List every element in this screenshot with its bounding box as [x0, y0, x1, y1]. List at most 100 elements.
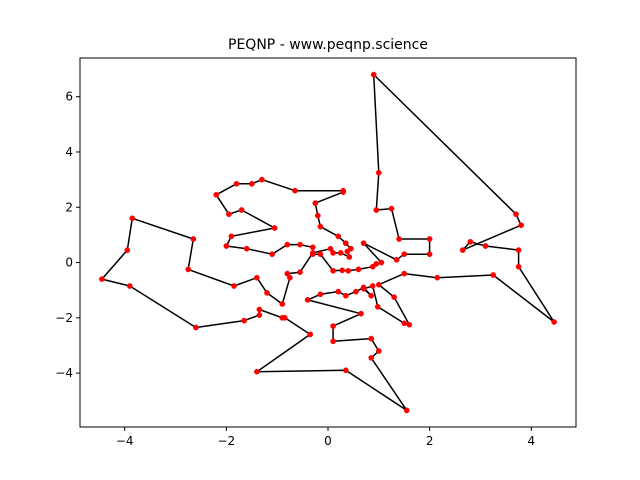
data-point: [482, 243, 489, 249]
data-point: [375, 281, 382, 288]
x-tick-label: 2: [426, 434, 434, 448]
data-point: [403, 407, 410, 414]
data-point: [304, 297, 311, 303]
y-tick-label: −2: [55, 311, 73, 325]
x-tick-label: −2: [218, 434, 236, 448]
data-point: [342, 367, 349, 374]
chart-title: PEQNP - www.peqnp.science: [228, 37, 428, 53]
data-point: [259, 176, 265, 183]
data-point: [373, 207, 380, 213]
data-point: [126, 283, 133, 289]
data-point: [124, 247, 131, 253]
data-point: [518, 222, 524, 229]
data-point: [346, 254, 353, 260]
data-point: [233, 180, 240, 187]
data-point: [231, 283, 237, 289]
data-point: [279, 301, 286, 307]
data-point: [228, 233, 235, 240]
data-point: [312, 200, 319, 206]
data-point: [292, 187, 298, 194]
data-point: [368, 292, 375, 299]
data-point: [467, 238, 474, 245]
data-point: [330, 338, 336, 345]
data-point: [309, 250, 316, 256]
data-point: [368, 355, 375, 361]
data-point: [190, 236, 197, 242]
data-point: [375, 348, 382, 354]
data-point: [241, 317, 247, 324]
data-point: [401, 320, 408, 327]
data-point: [337, 250, 344, 256]
data-point: [330, 267, 336, 274]
y-tick-label: 4: [65, 145, 73, 159]
data-point: [284, 241, 291, 248]
data-point: [490, 272, 497, 278]
data-point: [401, 270, 408, 277]
data-point: [396, 236, 402, 242]
y-tick-label: 0: [65, 256, 73, 270]
axes: −4 −2 0 2 4 −4 −2 0 2 4 6: [55, 57, 577, 448]
data-point: [378, 259, 385, 266]
y-tick-label: 6: [65, 90, 73, 104]
data-point: [459, 247, 466, 253]
data-point: [353, 288, 359, 295]
data-point: [375, 169, 382, 176]
data-point: [243, 245, 250, 252]
data-point: [374, 303, 381, 310]
data-point: [330, 250, 336, 256]
data-point: [99, 276, 105, 282]
data-point: [297, 241, 303, 248]
data-point: [256, 312, 263, 318]
data-point: [238, 207, 245, 213]
data-point: [342, 292, 349, 299]
data-point: [193, 324, 199, 331]
data-point: [335, 233, 342, 240]
data-point: [369, 263, 376, 270]
data-point: [360, 240, 367, 247]
data-point: [248, 180, 255, 187]
data-point: [330, 323, 336, 329]
data-point: [551, 319, 557, 325]
y-tick-label: −4: [55, 366, 73, 380]
data-point: [515, 263, 522, 270]
data-point: [360, 285, 367, 292]
data-point: [391, 294, 397, 300]
data-point: [284, 270, 291, 277]
data-point: [254, 368, 260, 375]
data-point: [317, 251, 324, 258]
data-point: [370, 71, 377, 78]
data-point: [355, 266, 362, 273]
data-point: [129, 215, 136, 222]
data-point: [317, 291, 324, 298]
data-point: [342, 240, 349, 247]
data-point: [340, 189, 347, 195]
x-tick-label: 0: [324, 434, 332, 448]
tour-line: [101, 73, 555, 412]
data-point: [317, 223, 324, 230]
data-point: [513, 211, 519, 218]
x-tick-label: 4: [527, 434, 535, 448]
data-point: [339, 267, 346, 274]
data-point: [434, 274, 441, 281]
data-point: [401, 251, 408, 258]
data-point: [223, 243, 230, 249]
data-point: [426, 251, 433, 258]
data-point: [271, 225, 278, 231]
data-point: [393, 256, 400, 263]
data-point: [368, 335, 375, 342]
data-point: [213, 191, 220, 198]
data-points: [99, 71, 557, 414]
data-point: [269, 251, 275, 258]
plot-frame: [79, 57, 577, 428]
data-point: [369, 283, 376, 289]
data-point: [307, 331, 314, 338]
y-tick-label: 2: [65, 200, 73, 214]
data-point: [297, 269, 303, 276]
data-point: [256, 306, 263, 313]
data-point: [406, 321, 413, 328]
data-point: [281, 314, 288, 321]
data-point: [327, 245, 334, 252]
data-point: [309, 244, 316, 251]
data-point: [254, 274, 260, 281]
